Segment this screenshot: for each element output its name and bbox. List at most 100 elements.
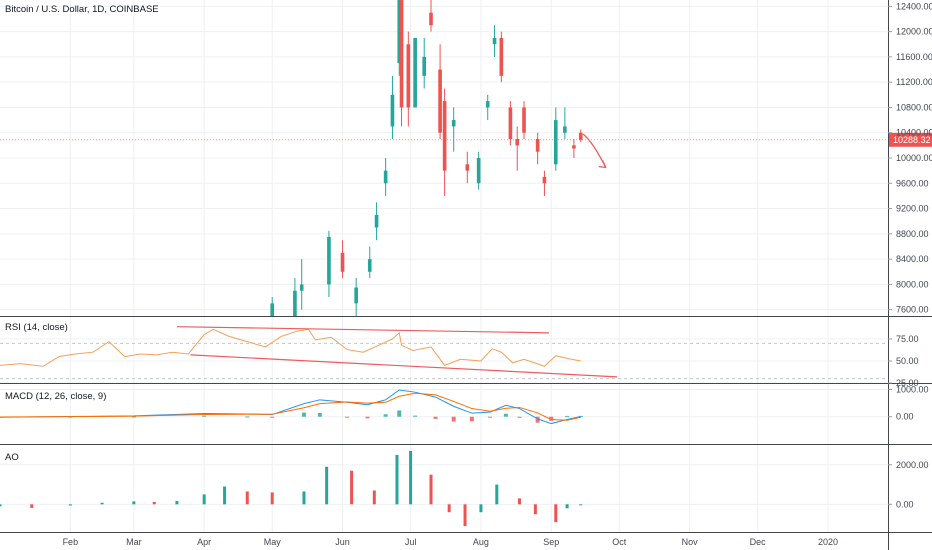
candle [499, 31, 504, 83]
macd-histogram-bar [345, 416, 350, 418]
axis-tick-label: 7600.00 [896, 305, 929, 315]
candles [270, 0, 583, 316]
candle [429, 0, 433, 32]
macd-histogram-bar [517, 416, 522, 418]
axis-tick-label: 0.00 [896, 412, 914, 422]
macd-histogram-bar [270, 416, 275, 418]
ao-bar [202, 494, 206, 505]
x-axis-label: Jul [405, 537, 417, 547]
candle [553, 107, 558, 171]
ao-bar [270, 492, 274, 505]
x-axis-label: Aug [473, 537, 489, 547]
macd-histogram-bar [565, 415, 570, 417]
candle-body [299, 284, 304, 291]
candle-body [270, 303, 275, 316]
candle [542, 170, 547, 196]
axis-tick-label: 8400.00 [896, 254, 929, 264]
axis-tick-label: 75.00 [896, 334, 919, 344]
ao-bar [517, 498, 521, 505]
ao-bar [395, 454, 399, 505]
macd-histogram-bar [549, 416, 554, 421]
ao-bar [152, 501, 156, 505]
rsi-trend-line [176, 326, 549, 334]
candle-body [578, 132, 583, 140]
macd-histogram-bar [503, 413, 508, 417]
macd-histogram-bar [131, 416, 136, 418]
candle [522, 101, 526, 140]
macd-histogram-bar [487, 416, 492, 418]
candle-body [422, 56, 427, 76]
candle-body [438, 69, 442, 133]
axis-tick-label: 11600.00 [896, 52, 932, 62]
macd-histogram-bar [397, 410, 402, 417]
ao-bar [68, 504, 72, 506]
macd-histogram-bar [202, 415, 207, 417]
ao-bar [132, 501, 136, 505]
ao-bar [350, 470, 354, 505]
last-price-badge [889, 132, 932, 147]
macd-histogram-bar [433, 416, 438, 419]
x-axis-label: Jun [335, 537, 350, 547]
candle-body [451, 120, 456, 127]
candle [354, 278, 358, 316]
axis-tick-label: 8800.00 [896, 229, 929, 239]
signal-line [0, 392, 581, 421]
macd-line [0, 389, 581, 425]
candle [442, 88, 447, 196]
candle [293, 278, 297, 316]
trend-arrow-head [598, 160, 607, 169]
candle-body [465, 164, 470, 171]
axis-tick-label: 10800.00 [896, 102, 932, 112]
last-price-label: 10288.32 [893, 135, 931, 145]
candle-body [367, 259, 372, 272]
ao-bar [554, 504, 558, 523]
candle-body [442, 101, 447, 171]
candle [485, 94, 490, 121]
candle-body [572, 145, 576, 149]
axis-tick-label: 10000.00 [896, 153, 932, 163]
candle-body [535, 139, 540, 152]
candle-body [340, 252, 345, 272]
candle-body [563, 126, 567, 133]
ao-bar [495, 484, 499, 505]
candle-body [429, 12, 433, 26]
candle [515, 126, 520, 171]
macd-title: MACD (12, 26, close, 9) [5, 391, 106, 402]
candle [572, 139, 576, 158]
x-axis-label: Dec [750, 537, 767, 547]
rsi-trend-line [190, 354, 618, 378]
axis-tick-label: 9600.00 [896, 178, 929, 188]
axis-tick-label: 12000.00 [896, 27, 932, 37]
candle-body [390, 94, 395, 127]
candle [406, 31, 411, 127]
x-axis-label: Sep [543, 537, 559, 547]
candle-body [406, 44, 411, 108]
ao-bar [579, 504, 583, 506]
candle [327, 230, 331, 298]
macd-histogram-bar [578, 415, 583, 417]
axis-tick-label: 50.00 [896, 356, 919, 366]
x-axis-label: Apr [197, 537, 211, 547]
ao-bar [0, 504, 2, 507]
axis-tick-label: 11200.00 [896, 77, 932, 87]
axes: 12400.00 12000.00 11600.00 11200.00 10800.00… [63, 1, 932, 547]
x-axis-label: Oct [612, 537, 627, 547]
candle-body [354, 287, 358, 304]
candle-body [485, 101, 490, 108]
ao-bar [245, 491, 249, 505]
axis-tick-label: 0.00 [896, 499, 914, 509]
candle [465, 151, 470, 184]
x-axis-label: Mar [126, 537, 142, 547]
ao-bar [372, 490, 376, 505]
candle [438, 44, 442, 140]
candle [535, 132, 540, 165]
candle-body [522, 107, 526, 133]
candle-body [374, 214, 379, 228]
axis-tick-label: 2000.00 [896, 460, 929, 470]
marks: 10288.32 [0, 0, 932, 527]
macd-histogram-bar [535, 416, 540, 423]
ao-bar [447, 504, 451, 513]
macd-histogram-bar [301, 412, 306, 417]
